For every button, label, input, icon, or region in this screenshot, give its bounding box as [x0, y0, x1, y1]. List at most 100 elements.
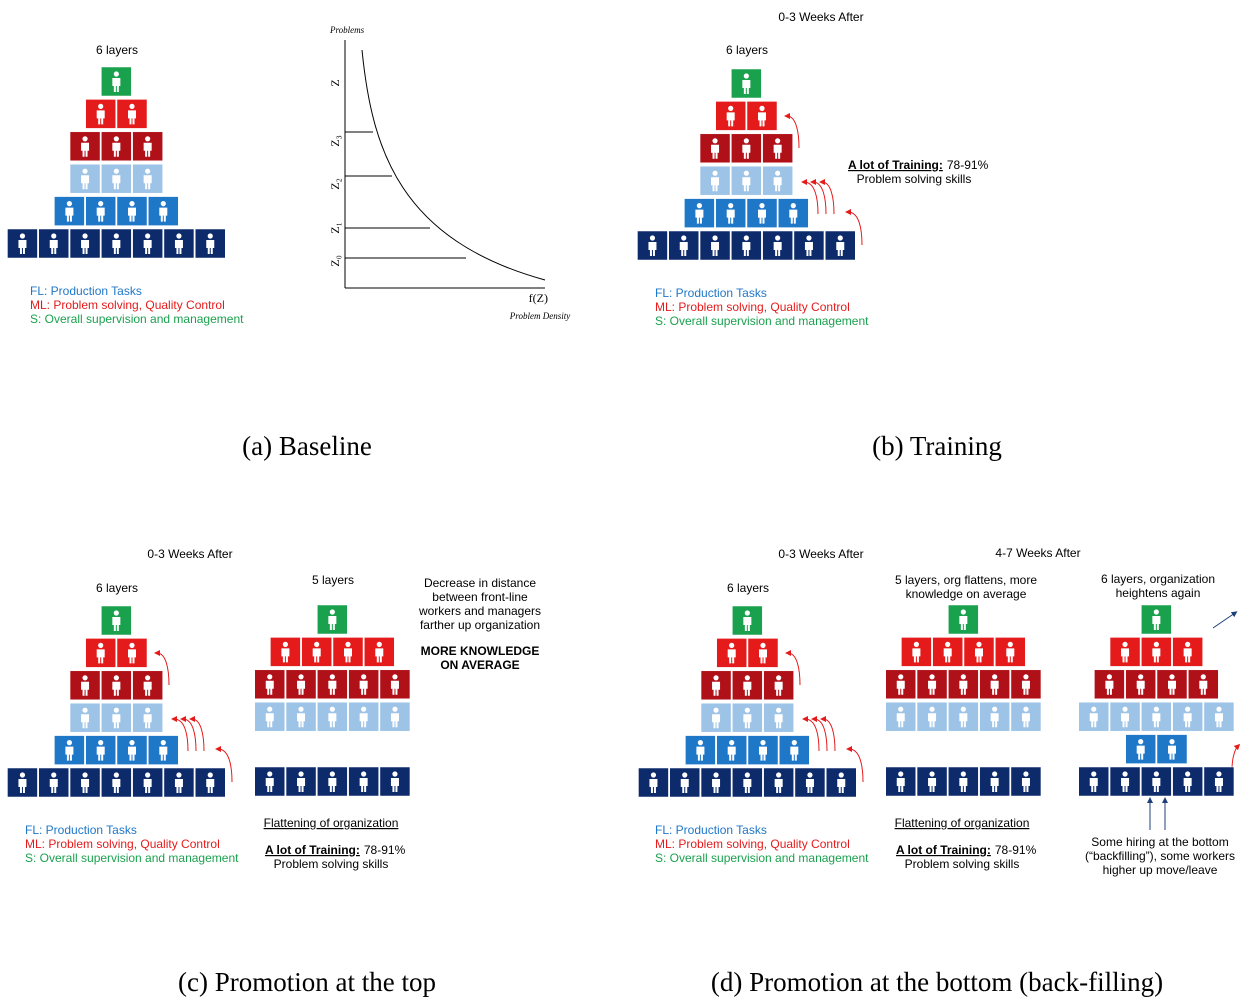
person-head [1153, 771, 1159, 777]
person-body [143, 779, 152, 793]
person-body [679, 242, 688, 256]
person-head [1185, 706, 1191, 712]
person-head [82, 772, 88, 778]
panel-title: 4-7 Weeks After [995, 546, 1080, 560]
note: between front-line [432, 590, 528, 604]
person-body [742, 242, 751, 256]
person-body [143, 681, 152, 696]
person-body [297, 680, 306, 695]
legend-ml: ML: Problem solving, Quality Control [655, 837, 850, 851]
caption: (a) Baseline [242, 431, 372, 461]
training: A lot of Training: 78-91% [896, 843, 1037, 857]
person-head [712, 235, 718, 241]
person-body [112, 617, 121, 631]
person-head [960, 706, 966, 712]
right-label: heightens again [1116, 586, 1201, 600]
training: A lot of Training: 78-91% [848, 158, 989, 172]
person-body [742, 144, 751, 159]
person-body [128, 207, 136, 222]
person-head [1185, 771, 1191, 777]
person-body [112, 240, 121, 254]
person-body [328, 680, 337, 695]
training-detail: Problem solving skills [857, 172, 972, 186]
person-head [82, 136, 88, 142]
person-body [727, 746, 736, 761]
person-body [742, 80, 751, 94]
person-body [206, 779, 215, 793]
person-body [773, 144, 782, 159]
note: Decrease in distance [424, 576, 536, 590]
person-head [113, 136, 119, 142]
person-body [959, 616, 968, 630]
person-body [773, 242, 782, 256]
pyramid [7, 605, 226, 798]
promotion-arrow [215, 746, 233, 783]
person-body [1121, 648, 1130, 663]
person-body [1199, 680, 1208, 695]
promotion-arrow [810, 179, 827, 215]
z-label: Z₁ [328, 222, 342, 234]
person-head [207, 233, 213, 239]
person-head [729, 740, 735, 746]
person-head [1122, 706, 1128, 712]
person-body [265, 778, 274, 792]
person-body [96, 207, 105, 222]
promotion-arrow [811, 716, 828, 752]
z-label: Z₂ [328, 178, 342, 190]
person-body [896, 680, 905, 695]
person-body [18, 240, 27, 254]
density-chart: Problems f(Z) Problem Density Z Z₃ Z₂ Z₁… [328, 25, 570, 321]
person-head [329, 674, 335, 680]
person-body [359, 680, 368, 695]
person-body [81, 142, 90, 157]
person-head [898, 706, 904, 712]
person-head [1169, 674, 1175, 680]
person-body [112, 78, 121, 92]
person-body [143, 175, 152, 190]
person-body [128, 649, 136, 664]
person-head [992, 706, 998, 712]
promotion-arrow [189, 716, 205, 752]
person-body [743, 779, 752, 793]
person-head [759, 105, 765, 111]
person-head [113, 675, 119, 681]
person-body [112, 681, 121, 696]
person-head [298, 771, 304, 777]
legend-fl: FL: Production Tasks [655, 286, 767, 300]
person-head [760, 740, 766, 746]
person-body [328, 616, 337, 630]
middle-label: knowledge on average [906, 587, 1027, 601]
person-body [758, 112, 766, 127]
person-body [265, 713, 274, 728]
person-body [1183, 778, 1192, 792]
caption: (c) Promotion at the top [178, 967, 436, 997]
person-body [328, 713, 337, 728]
person-body [1214, 713, 1223, 728]
promotion-arrow [1231, 743, 1241, 771]
person-body [96, 746, 105, 761]
training-value: 78-91% [947, 158, 989, 172]
emphasis: ON AVERAGE [440, 658, 519, 672]
person-body [1021, 680, 1030, 695]
person-head [712, 138, 718, 144]
person-body [112, 779, 121, 793]
person-head [838, 772, 844, 778]
person-head [1169, 739, 1175, 745]
person-head [1138, 674, 1144, 680]
person-head [145, 772, 151, 778]
legend-ml: ML: Problem solving, Quality Control [25, 837, 220, 851]
person-head [392, 771, 398, 777]
middle-label: 5 layers, org flattens, more [895, 573, 1037, 587]
person-head [160, 740, 166, 746]
legend-ml: ML: Problem solving, Quality Control [30, 298, 225, 312]
person-head [19, 233, 26, 239]
person-body [1021, 713, 1030, 728]
legend-s: S: Overall supervision and management [655, 851, 869, 865]
person-body [344, 648, 352, 663]
person-head [743, 138, 749, 144]
person-head [82, 233, 88, 239]
person-body [712, 779, 721, 793]
person-body [774, 681, 783, 696]
person-body [1121, 713, 1130, 728]
person-head [113, 71, 119, 77]
